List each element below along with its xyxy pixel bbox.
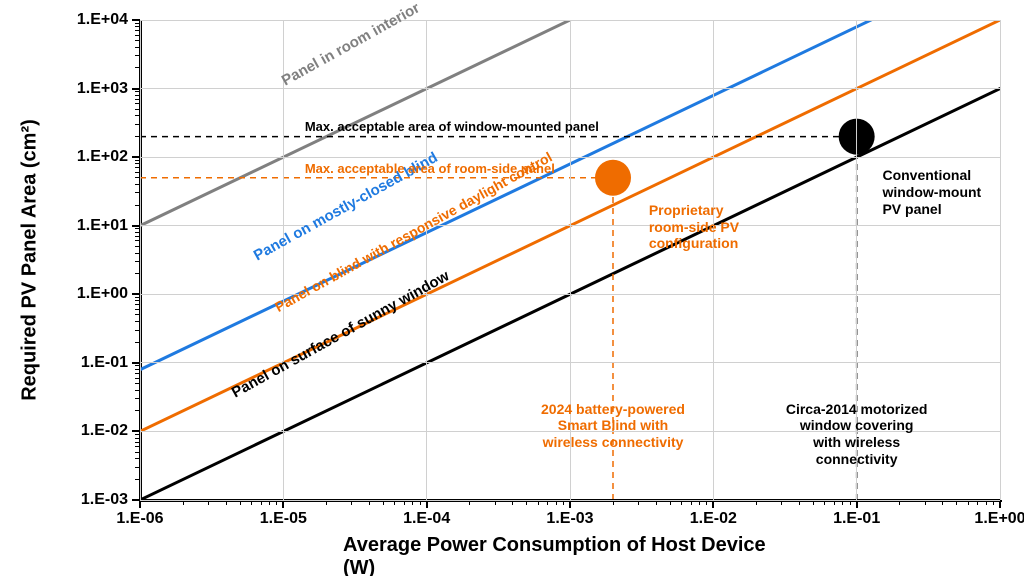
y-tick-label: 1.E-01 [81,354,128,372]
y-tick-label: 1.E+02 [77,148,128,166]
y-tick-label: 1.E-02 [81,422,128,440]
y-tick-label: 1.E+04 [77,11,128,29]
annotation-conv-label: Conventionalwindow-mountPV panel [882,167,981,217]
x-tick-label: 1.E-02 [690,510,737,528]
annotation-circa-2014: Circa-2014 motorizedwindow coveringwith … [773,401,940,468]
x-tick-label: 1.E+00 [974,510,1024,528]
x-axis-title: Average Power Consumption of Host Device… [343,534,797,576]
y-tick-label: 1.E+00 [77,285,128,303]
annotation-blind-2024: 2024 battery-poweredSmart Blind withwire… [541,401,685,451]
chart-svg [0,0,1024,576]
x-tick-label: 1.E-01 [833,510,880,528]
x-tick-label: 1.E-04 [403,510,450,528]
y-axis-title: Required PV Panel Area (cm²) [19,119,42,401]
x-tick-label: 1.E-03 [546,510,593,528]
y-tick-label: 1.E+01 [77,217,128,235]
y-tick-label: 1.E-03 [81,491,128,509]
chart-container: Average Power Consumption of Host Device… [0,0,1024,576]
marker-proprietary [595,160,631,196]
y-tick-label: 1.E+03 [77,80,128,98]
annotation-prop-label: Proprietaryroom-side PVconfiguration [649,202,739,252]
annotation-max-room: Max. acceptable area of room-side panel [305,161,555,177]
x-tick-label: 1.E-06 [116,510,163,528]
x-tick-label: 1.E-05 [260,510,307,528]
annotation-max-window: Max. acceptable area of window-mounted p… [305,119,599,135]
